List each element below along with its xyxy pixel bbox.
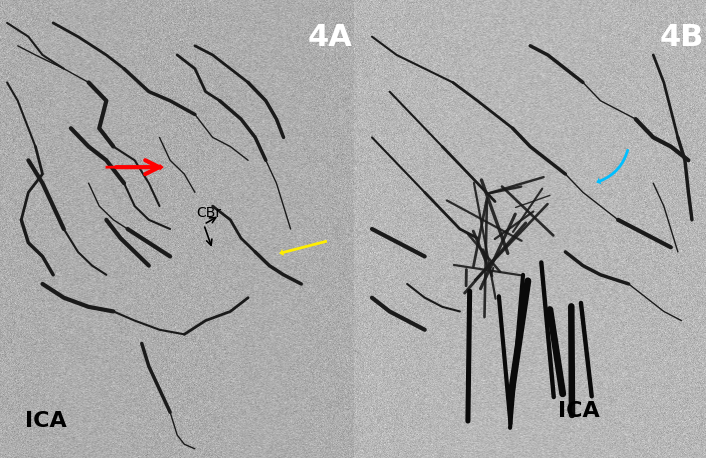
Text: ICA: ICA	[558, 401, 600, 421]
Text: 4B: 4B	[659, 23, 704, 52]
Text: ICA: ICA	[25, 410, 66, 431]
Text: 4A: 4A	[307, 23, 352, 52]
Text: CBr: CBr	[196, 206, 222, 220]
